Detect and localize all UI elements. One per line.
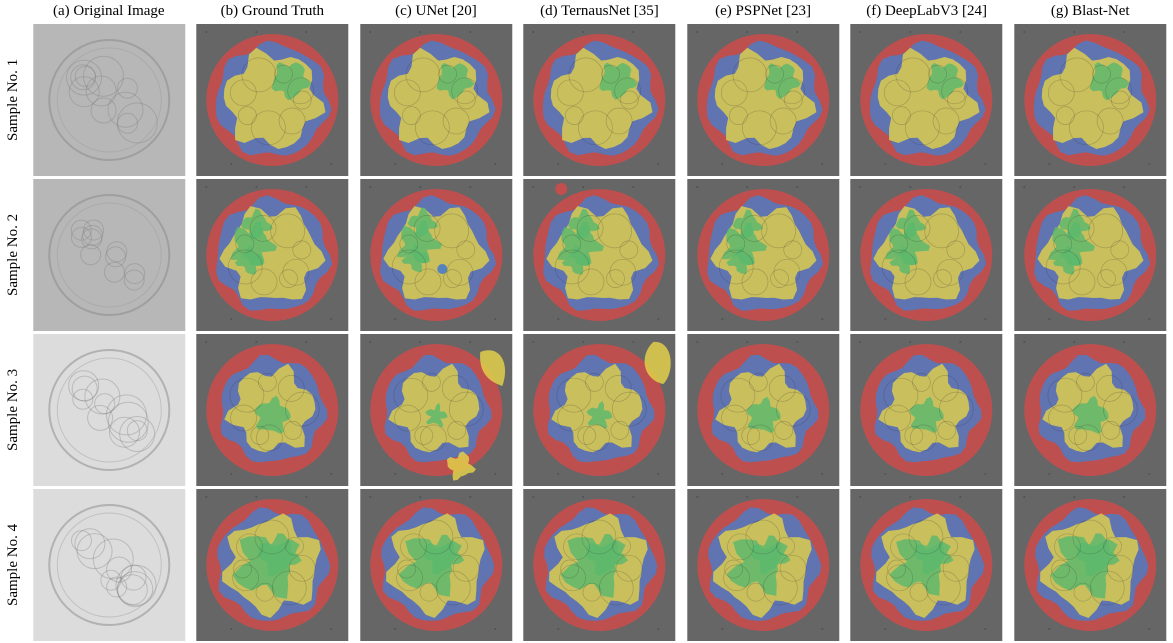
- cell-image: [519, 24, 680, 176]
- original-image-cell: [27, 177, 191, 332]
- cell-image: [29, 334, 190, 486]
- cell-image: [192, 24, 353, 176]
- cell-image: [356, 334, 517, 486]
- segmentation-cell: [681, 332, 845, 487]
- column-header: (a) Original Image: [27, 0, 191, 22]
- segmentation-cell: [354, 487, 518, 642]
- cell-image: [192, 489, 353, 641]
- original-image-cell: [27, 487, 191, 642]
- column-header: (f) DeepLabV3 [24]: [845, 0, 1009, 22]
- cell-image: [683, 179, 844, 331]
- cell-image: [29, 24, 190, 176]
- segmentation-cell: [845, 22, 1009, 177]
- segmentation-cell: [681, 177, 845, 332]
- segmentation-cell: [518, 487, 682, 642]
- segmentation-cell: [518, 177, 682, 332]
- cell-image: [519, 179, 680, 331]
- segmentation-cell: [354, 22, 518, 177]
- cell-image: [846, 489, 1007, 641]
- cell-image: [683, 24, 844, 176]
- row-label: Sample No. 4: [0, 487, 27, 642]
- segmentation-cell: [518, 332, 682, 487]
- segmentation-cell: [354, 332, 518, 487]
- row-label: Sample No. 2: [0, 177, 27, 332]
- cell-image: [29, 489, 190, 641]
- cell-image: [1010, 334, 1171, 486]
- cell-image: [846, 334, 1007, 486]
- row-label: Sample No. 3: [0, 332, 27, 487]
- cell-image: [356, 179, 517, 331]
- cell-image: [683, 334, 844, 486]
- row-labels-container: Sample No. 1 Sample No. 2 Sample No. 3 S…: [0, 22, 27, 642]
- column-header: (e) PSPNet [23]: [681, 0, 845, 22]
- column-header: (d) TernausNet [35]: [518, 0, 682, 22]
- cell-image: [846, 179, 1007, 331]
- column-header: (g) Blast-Net: [1008, 0, 1172, 22]
- cell-image: [192, 179, 353, 331]
- figure-grid: (a) Original Image (b) Ground Truth (c) …: [27, 0, 1172, 642]
- segmentation-cell: [191, 22, 355, 177]
- cell-image: [519, 334, 680, 486]
- cell-image: [192, 334, 353, 486]
- cell-image: [356, 24, 517, 176]
- segmentation-cell: [354, 177, 518, 332]
- segmentation-cell: [1008, 22, 1172, 177]
- cell-image: [683, 489, 844, 641]
- segmentation-cell: [845, 332, 1009, 487]
- segmentation-cell: [845, 177, 1009, 332]
- cell-image: [1010, 24, 1171, 176]
- segmentation-cell: [1008, 177, 1172, 332]
- segmentation-cell: [681, 487, 845, 642]
- cell-image: [519, 489, 680, 641]
- segmentation-cell: [191, 332, 355, 487]
- segmentation-cell: [1008, 332, 1172, 487]
- segmentation-cell: [518, 22, 682, 177]
- cell-image: [1010, 489, 1171, 641]
- cell-image: [1010, 179, 1171, 331]
- column-header: (b) Ground Truth: [191, 0, 355, 22]
- cell-image: [356, 489, 517, 641]
- column-header: (c) UNet [20]: [354, 0, 518, 22]
- segmentation-cell: [191, 487, 355, 642]
- segmentation-cell: [191, 177, 355, 332]
- cell-image: [846, 24, 1007, 176]
- segmentation-cell: [1008, 487, 1172, 642]
- segmentation-cell: [681, 22, 845, 177]
- cell-image: [29, 179, 190, 331]
- original-image-cell: [27, 332, 191, 487]
- row-label: Sample No. 1: [0, 22, 27, 177]
- segmentation-cell: [845, 487, 1009, 642]
- original-image-cell: [27, 22, 191, 177]
